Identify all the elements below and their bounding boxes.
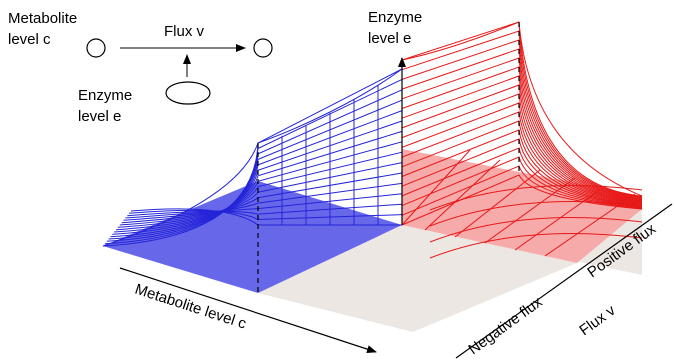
red-mesh-line bbox=[401, 102, 643, 204]
red-cross-contour bbox=[429, 217, 643, 243]
red-mesh-line bbox=[401, 129, 643, 206]
red-mesh-line bbox=[401, 66, 643, 201]
red-mesh-line bbox=[401, 174, 643, 226]
red-surface-side-edge bbox=[518, 21, 643, 197]
red-mesh-line bbox=[401, 48, 643, 199]
red-mesh-line bbox=[401, 138, 643, 207]
red-mesh-line bbox=[401, 39, 643, 198]
red-surface-top-edge bbox=[401, 21, 520, 61]
inset-enzyme-label-line2: level e bbox=[78, 108, 121, 125]
inset-flux-label: Flux v bbox=[164, 23, 205, 40]
blue-mesh-line bbox=[130, 208, 402, 226]
red-mesh-line bbox=[401, 75, 643, 202]
substrate-node bbox=[86, 38, 106, 58]
product-node bbox=[253, 38, 273, 58]
red-mesh-line bbox=[401, 57, 643, 200]
flux-axis bbox=[455, 203, 673, 359]
red-radial-line bbox=[424, 159, 501, 231]
inset-enzyme-label-line1: Enzyme bbox=[78, 87, 132, 104]
positive-flux-surface bbox=[401, 21, 643, 259]
red-mesh-line bbox=[401, 84, 643, 202]
flux-axis-label: Flux v bbox=[576, 302, 619, 340]
red-mesh-line bbox=[401, 120, 643, 205]
blue-surface-side-edge bbox=[102, 142, 259, 247]
red-radial-line bbox=[454, 169, 541, 238]
red-radial-line bbox=[544, 193, 636, 257]
metabolite-axis-label: Metabolite level c bbox=[133, 281, 249, 333]
red-cross-contour bbox=[429, 185, 643, 211]
red-cross-contour bbox=[429, 233, 643, 259]
red-mesh-line bbox=[401, 21, 643, 197]
red-mesh-line bbox=[401, 111, 643, 205]
floor-front-plane bbox=[258, 225, 577, 332]
inset-metabolite-label-line2: level c bbox=[8, 31, 51, 48]
enzyme-axis-label-line1: Enzyme bbox=[368, 9, 422, 26]
enzyme-axis-label-line2: level e bbox=[368, 30, 411, 47]
red-mesh-line bbox=[401, 93, 643, 203]
red-radial-line bbox=[401, 149, 471, 226]
metabolite-axis bbox=[119, 267, 377, 353]
red-mesh-line bbox=[401, 30, 643, 198]
red-mesh-line bbox=[401, 156, 643, 208]
negative-flux-surface bbox=[102, 68, 403, 247]
inset-metabolite-label-line1: Metabolite bbox=[8, 10, 77, 27]
red-cross-contour bbox=[429, 201, 643, 227]
red-mesh-line bbox=[401, 165, 643, 216]
positive-flux-base-plane bbox=[402, 149, 642, 263]
reaction-inset: Metabolite level c Flux v Enzyme level e bbox=[8, 10, 273, 125]
enzyme-node bbox=[165, 81, 211, 105]
red-radial-line bbox=[484, 177, 576, 244]
blue-surface-edge bbox=[257, 68, 403, 144]
